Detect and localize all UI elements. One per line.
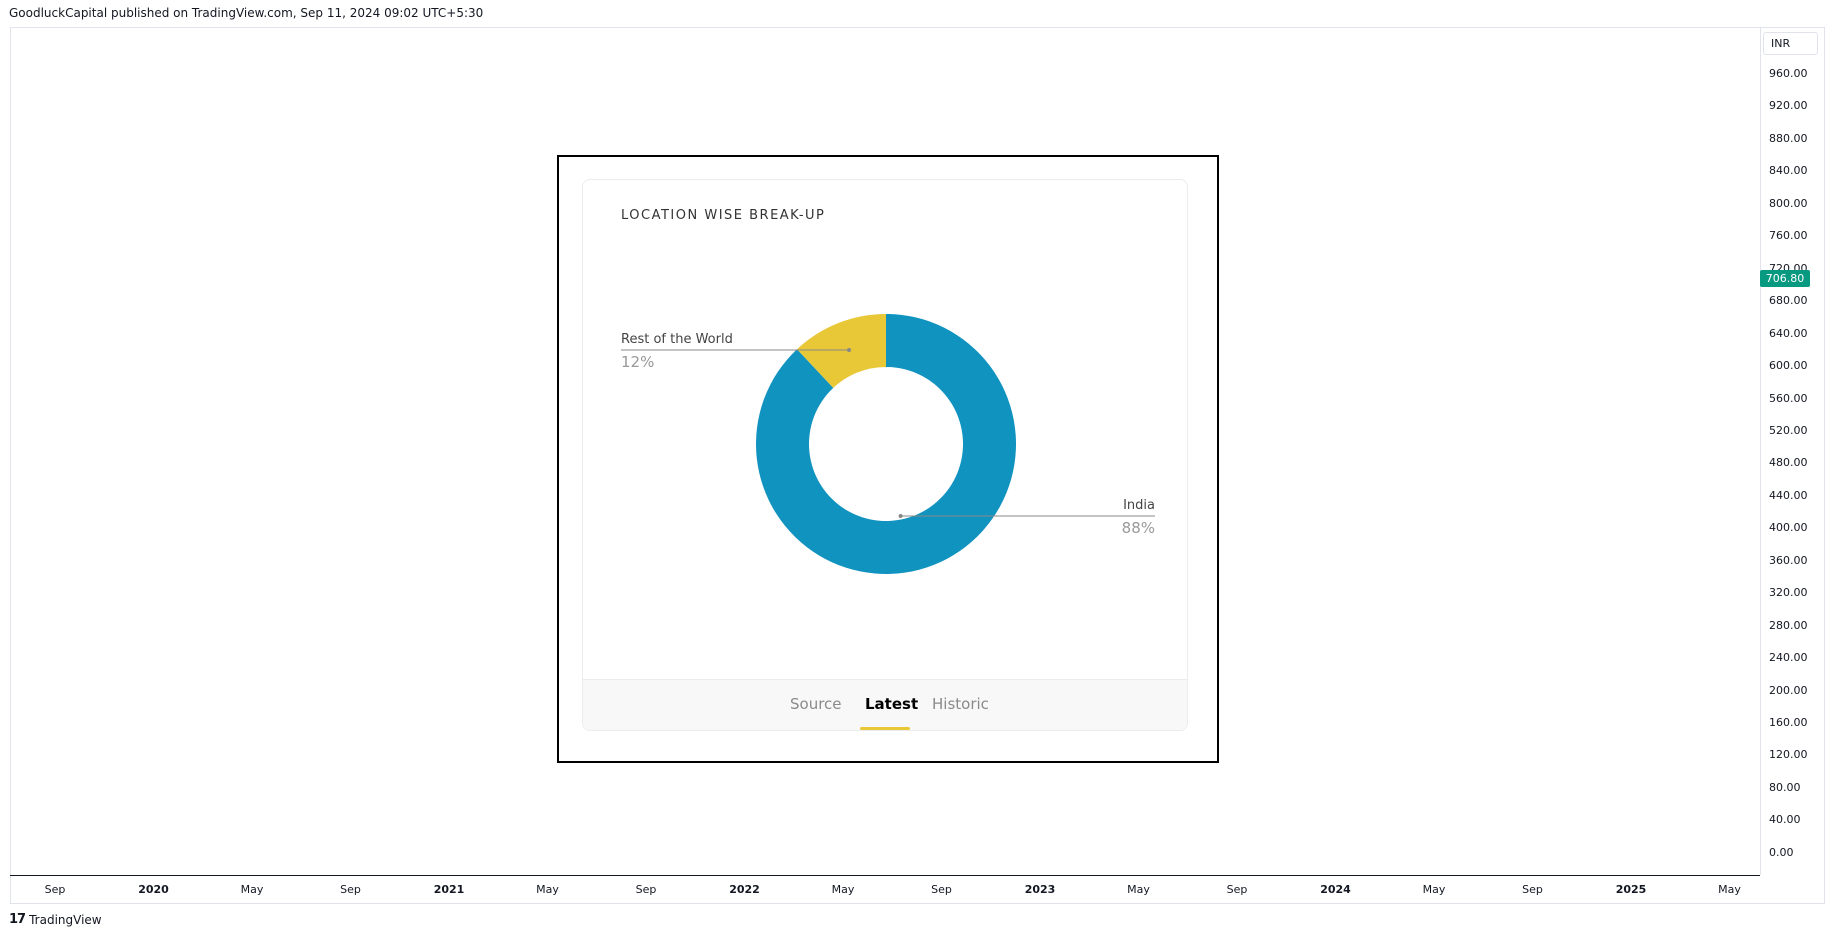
price-tick-label: 920.00	[1769, 99, 1808, 113]
time-tick-label: May	[1422, 883, 1446, 896]
india-leader-line-dot	[898, 514, 903, 518]
time-tick-label: Sep	[44, 883, 66, 896]
price-tick-label: 120.00	[1769, 748, 1808, 762]
price-tick-label: 240.00	[1769, 651, 1808, 665]
time-tick-label: Sep	[931, 883, 952, 896]
price-tick-label: 200.00	[1769, 683, 1808, 697]
last-price-badge: 706.80	[1760, 270, 1810, 288]
chart-frame	[10, 27, 1825, 904]
donut-chart: India 88% Rest of the World 12%	[621, 314, 1155, 574]
price-tick-label: 400.00	[1769, 521, 1808, 535]
price-tick-label: 160.00	[1769, 716, 1808, 729]
time-tick-label: May	[536, 883, 559, 896]
price-tick-label: 360.00	[1769, 553, 1808, 567]
time-tick-label: Sep	[1226, 883, 1248, 896]
price-tick-label: 880.00	[1769, 131, 1808, 145]
tab-historic[interactable]: Historic	[932, 695, 989, 713]
tab-latest[interactable]: Latest	[865, 695, 919, 713]
price-tick-label: 680.00	[1769, 294, 1808, 308]
time-tick-label: Sep	[340, 883, 361, 896]
donut-slice-rest-of-the-world	[797, 314, 886, 388]
price-tick-label: 560.00	[1769, 391, 1808, 405]
time-tick-label: 2021	[433, 883, 465, 896]
time-tick-label: 2024	[1320, 883, 1351, 896]
price-tick-label: 600.00	[1769, 359, 1808, 373]
price-tick-label: 440.00	[1769, 488, 1808, 502]
time-tick-label: 2020	[138, 883, 169, 896]
donut-slice-india	[756, 314, 1016, 574]
time-tick-label: Sep	[635, 883, 657, 896]
time-tick-label: Sep	[1522, 883, 1543, 896]
india-label: India	[1123, 498, 1155, 513]
tradingview-brand-label: TradingView	[29, 912, 102, 927]
price-tick-label: 960.00	[1769, 67, 1808, 80]
footer-brand[interactable]: 17 TradingView	[9, 912, 102, 927]
rest-of-world-leader-line-dot	[847, 348, 851, 352]
publish-info: GoodluckCapital published on TradingView…	[9, 6, 484, 20]
tab-source[interactable]: Source	[790, 695, 842, 713]
location-breakup-card: LOCATION WISE BREAK-UP India 88% Rest of t…	[582, 179, 1188, 731]
card-title: LOCATION WISE BREAK-UP	[621, 208, 826, 223]
rest-of-world-label: Rest of the World	[621, 332, 733, 347]
price-tick-label: 640.00	[1769, 326, 1808, 340]
india-percent: 88%	[1122, 519, 1155, 537]
price-tick-label: 40.00	[1769, 813, 1801, 827]
price-tick-label: 760.00	[1769, 229, 1808, 243]
price-tick-label: 0.00	[1769, 845, 1794, 859]
price-tick-label: 520.00	[1769, 423, 1808, 437]
price-tick-label: 480.00	[1769, 456, 1808, 470]
time-tick-label: 2025	[1615, 883, 1647, 896]
time-tick-label: May	[1718, 883, 1741, 896]
currency-selector[interactable]: INR	[1763, 32, 1818, 55]
tradingview-logo-icon: 17	[9, 912, 26, 927]
price-tick-label: 320.00	[1769, 586, 1808, 600]
price-tick-label: 800.00	[1769, 196, 1808, 210]
price-scale[interactable]	[1760, 27, 1825, 875]
time-tick-label: 2023	[1024, 883, 1056, 896]
price-tick-label: 80.00	[1769, 780, 1801, 794]
time-scale[interactable]	[10, 875, 1760, 905]
active-tab-indicator	[860, 727, 910, 730]
card-tab-bar: Source Latest Historic	[583, 679, 1187, 730]
price-tick-label: 840.00	[1769, 164, 1808, 178]
price-tick-label: 280.00	[1769, 618, 1808, 632]
time-tick-label: 2022	[729, 883, 760, 896]
rest-of-world-percent: 12%	[621, 353, 654, 371]
time-tick-label: May	[831, 883, 855, 896]
time-tick-label: May	[1127, 883, 1150, 896]
time-tick-label: May	[240, 883, 264, 896]
